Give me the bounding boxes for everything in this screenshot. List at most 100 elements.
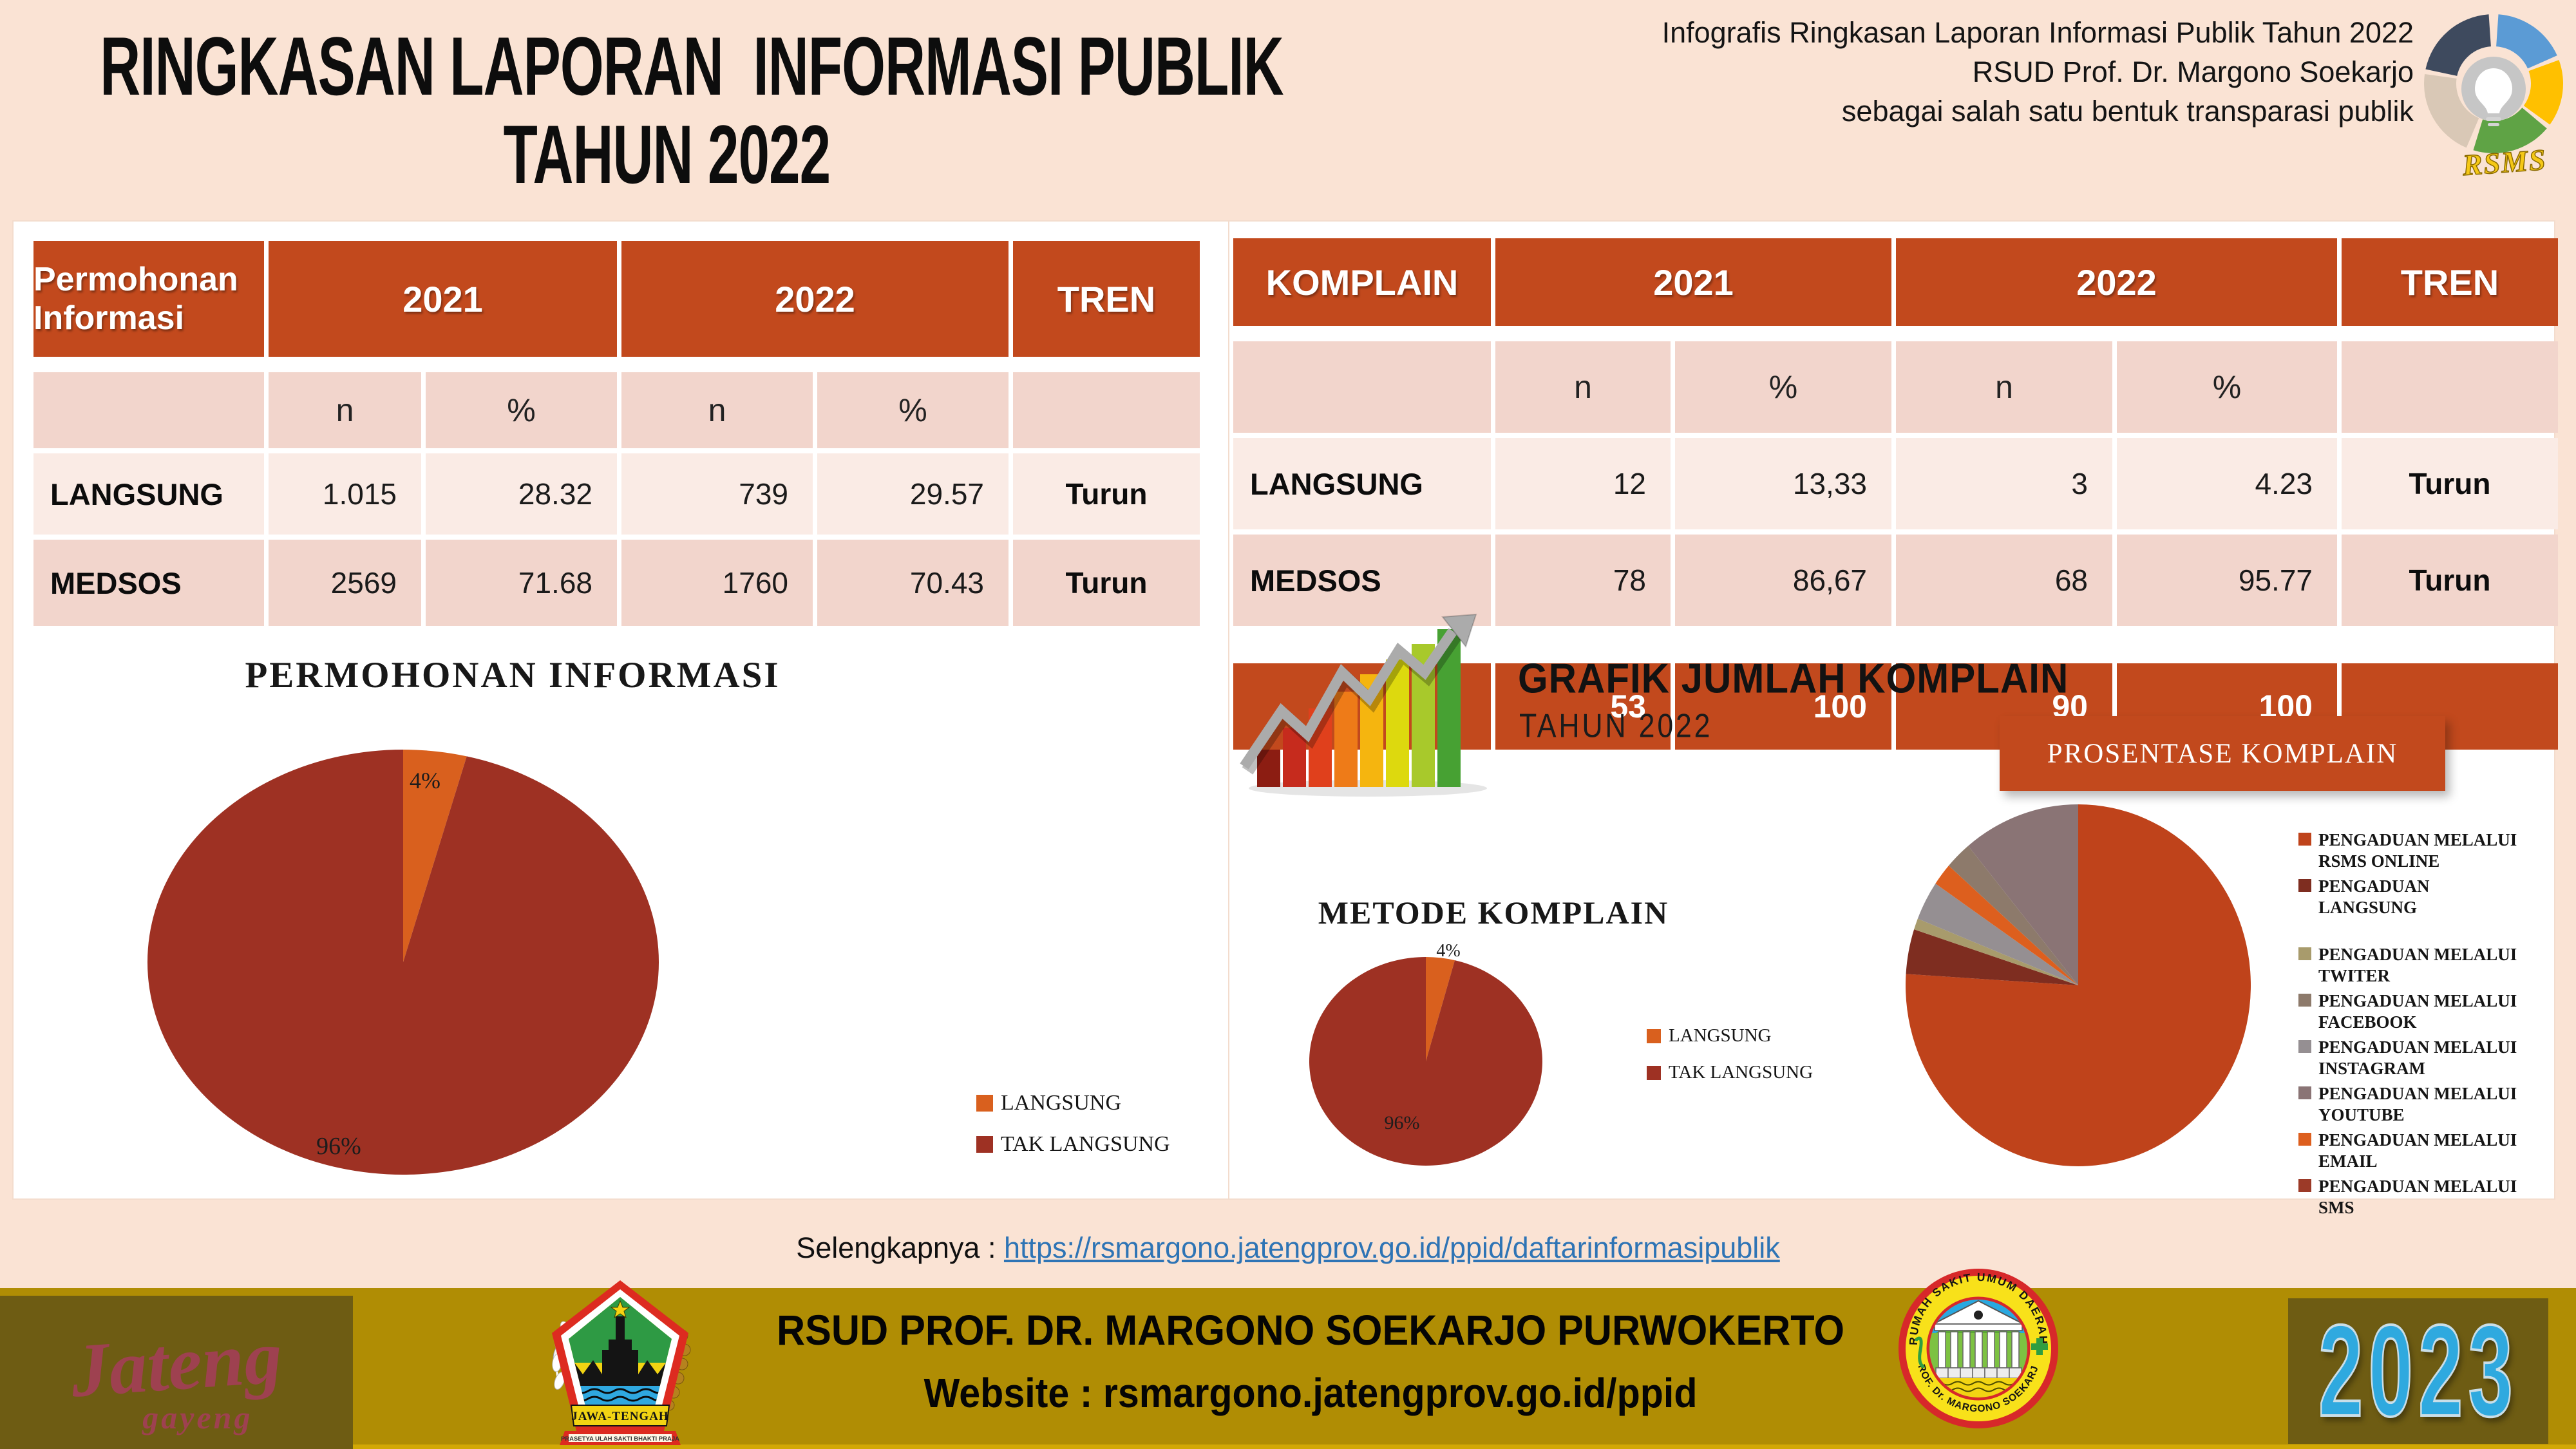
table-corner-cell: Permohonan Informasi bbox=[33, 241, 264, 357]
legend-swatch bbox=[2298, 947, 2311, 960]
header-description-line2: RSUD Prof. Dr. Margono Soekarjo bbox=[1972, 55, 2414, 88]
table-col-2021: 2021 bbox=[1495, 238, 1891, 326]
table-cell bbox=[2342, 341, 2558, 433]
pie-data-label: 4% bbox=[410, 768, 440, 793]
table-col-tren: TREN bbox=[2342, 238, 2558, 326]
table-cell: % bbox=[426, 372, 617, 448]
table-cell: 13,33 bbox=[1675, 438, 1891, 529]
legend-item: PENGADUAN MELALUI EMAIL bbox=[2298, 1130, 2517, 1172]
table-col-tren: TREN bbox=[1013, 241, 1200, 357]
row-label: MEDSOS bbox=[1233, 535, 1491, 626]
table-cell bbox=[1233, 341, 1491, 433]
row-label: MEDSOS bbox=[33, 540, 264, 626]
prosentase-pie-chart bbox=[1906, 804, 2251, 1166]
komplain-table-header: KOMPLAIN 2021 2022 TREN bbox=[1233, 238, 2558, 326]
legend-item: PENGADUAN MELALUI TWITER bbox=[2298, 944, 2517, 987]
table-cell: 3 bbox=[1896, 438, 2112, 529]
total-cell: 53 bbox=[1495, 663, 1671, 750]
table-row: MEDSOS 2569 71.68 1760 70.43 Turun bbox=[33, 540, 1229, 626]
permohonan-legend: LANGSUNG TAK LANGSUNG bbox=[976, 1091, 1170, 1157]
bar-chart-clipart bbox=[1240, 613, 1487, 797]
page-title-line1: RINGKASAN LAPORAN INFORMASI PUBLIK bbox=[100, 19, 1283, 113]
metode-pie-chart bbox=[1309, 957, 1542, 1166]
pie-data-label: 96% bbox=[316, 1133, 361, 1160]
table-cell: n bbox=[1495, 341, 1671, 433]
legend-swatch bbox=[2298, 1086, 2311, 1099]
grafik-title: GRAFIK JUMLAH KOMPLAIN bbox=[1518, 655, 2069, 702]
jateng-gayeng-logo: Jateng gayeng bbox=[0, 1296, 353, 1449]
permohonan-chart-title: PERMOHONAN INFORMASI bbox=[245, 655, 781, 696]
komplain-panel: KOMPLAIN 2021 2022 TREN n % n % LANGSUNG… bbox=[1228, 220, 2558, 1217]
rsms-hospital-emblem-icon: RUMAH SAKIT UMUM DAERAH PROF. Dr. MARGON… bbox=[1897, 1265, 2058, 1428]
rsms-logo-label: RSMS bbox=[2461, 143, 2548, 182]
table-cell: 70.43 bbox=[817, 540, 1009, 626]
legend-label: PENGADUAN MELALUI RSMS ONLINE bbox=[2318, 830, 2517, 871]
permohonan-table-subheader: n % n % bbox=[33, 372, 1229, 448]
legend-label: PENGADUAN LANGSUNG bbox=[2318, 876, 2430, 917]
table-cell: 78 bbox=[1495, 535, 1671, 626]
legend-swatch bbox=[976, 1095, 993, 1112]
table-cell: 86,67 bbox=[1675, 535, 1891, 626]
legend-swatch bbox=[2298, 1179, 2311, 1192]
crest-motto-text: PRASETYA ULAH SAKTI BHAKTI PRAJA bbox=[561, 1435, 679, 1443]
footer-band-edge bbox=[0, 1444, 2576, 1449]
footer-org-name: RSUD PROF. DR. MARGONO SOEKARJO PURWOKER… bbox=[776, 1307, 1845, 1354]
permohonan-table-header: Permohonan Informasi 2021 2022 TREN bbox=[33, 241, 1229, 357]
gayeng-logo-text: gayeng bbox=[142, 1399, 253, 1435]
legend-label: PENGADUAN MELALUI INSTAGRAM bbox=[2318, 1037, 2517, 1078]
banner-label: PROSENTASE KOMPLAIN bbox=[2047, 738, 2398, 769]
total-cell: 100 bbox=[1675, 663, 1891, 750]
trend-cell: Turun bbox=[2342, 535, 2558, 626]
header-description-line3: sebagai salah satu bentuk transparasi pu… bbox=[1841, 95, 2414, 128]
legend-item: LANGSUNG bbox=[1647, 1025, 1813, 1046]
row-label: LANGSUNG bbox=[1233, 438, 1491, 529]
table-row: LANGSUNG 12 13,33 3 4.23 Turun bbox=[1233, 438, 2558, 529]
legend-label: LANGSUNG bbox=[1669, 1025, 1772, 1046]
table-cell: 2569 bbox=[269, 540, 421, 626]
legend-item: LANGSUNG bbox=[976, 1091, 1170, 1115]
table-cell: n bbox=[1896, 341, 2112, 433]
komplain-table-subheader: n % n % bbox=[1233, 341, 2558, 433]
legend-swatch bbox=[1647, 1028, 1661, 1043]
prosentase-legend: PENGADUAN MELALUI RSMS ONLINE PENGADUAN … bbox=[2298, 829, 2517, 1222]
legend-label: LANGSUNG bbox=[1001, 1091, 1121, 1115]
rsms-logo-icon: RSMS bbox=[2424, 14, 2564, 182]
table-cell: 12 bbox=[1495, 438, 1671, 529]
header-description-line1: Infografis Ringkasan Laporan Informasi P… bbox=[1662, 16, 2414, 49]
daftar-informasi-link[interactable]: https://rsmargono.jatengprov.go.id/ppid/… bbox=[1003, 1231, 1780, 1264]
table-col-2022: 2022 bbox=[621, 241, 1009, 357]
legend-item: PENGADUAN MELALUI YOUTUBE bbox=[2298, 1083, 2517, 1126]
table-cell: 739 bbox=[621, 453, 813, 535]
legend-item: PENGADUAN MELALUI SMS bbox=[2298, 1176, 2517, 1218]
table-cell: n bbox=[269, 372, 421, 448]
year-badge: 2023 bbox=[2288, 1296, 2548, 1444]
legend-label: TAK LANGSUNG bbox=[1669, 1062, 1814, 1083]
legend-label: PENGADUAN MELALUI SMS bbox=[2318, 1177, 2517, 1217]
table-cell: % bbox=[1675, 341, 1891, 433]
metode-legend: LANGSUNG TAK LANGSUNG bbox=[1647, 1025, 1813, 1083]
legend-swatch bbox=[2298, 1040, 2311, 1053]
metode-chart-title: METODE KOMPLAIN bbox=[1318, 895, 1669, 931]
page-title-line2: TAHUN 2022 bbox=[503, 108, 831, 201]
legend-item: PENGADUAN MELALUI RSMS ONLINE bbox=[2298, 829, 2517, 872]
legend-item: PENGADUAN MELALUI INSTAGRAM bbox=[2298, 1037, 2517, 1079]
table-cell: 29.57 bbox=[817, 453, 1009, 535]
table-cell: % bbox=[2117, 341, 2337, 433]
legend-swatch bbox=[2298, 1133, 2311, 1146]
legend-label: TAK LANGSUNG bbox=[1001, 1132, 1170, 1156]
legend-label: PENGADUAN MELALUI FACEBOOK bbox=[2318, 991, 2517, 1032]
pie-data-label: 4% bbox=[1436, 941, 1461, 961]
header-description: Infografis Ringkasan Laporan Informasi P… bbox=[1448, 13, 2414, 131]
crest-name-text: JAWA-TENGAH bbox=[571, 1410, 668, 1423]
legend-item: TAK LANGSUNG bbox=[976, 1132, 1170, 1157]
table-corner-cell: KOMPLAIN bbox=[1233, 238, 1491, 326]
legend-swatch bbox=[2298, 994, 2311, 1007]
legend-swatch bbox=[2298, 833, 2311, 846]
table-cell: 1760 bbox=[621, 540, 813, 626]
table-row: MEDSOS 78 86,67 68 95.77 Turun bbox=[1233, 535, 2558, 626]
table-cell: 95.77 bbox=[2117, 535, 2337, 626]
table-row: LANGSUNG 1.015 28.32 739 29.57 Turun bbox=[33, 453, 1229, 535]
trend-cell: Turun bbox=[2342, 438, 2558, 529]
legend-label: PENGADUAN MELALUI TWITER bbox=[2318, 945, 2517, 985]
